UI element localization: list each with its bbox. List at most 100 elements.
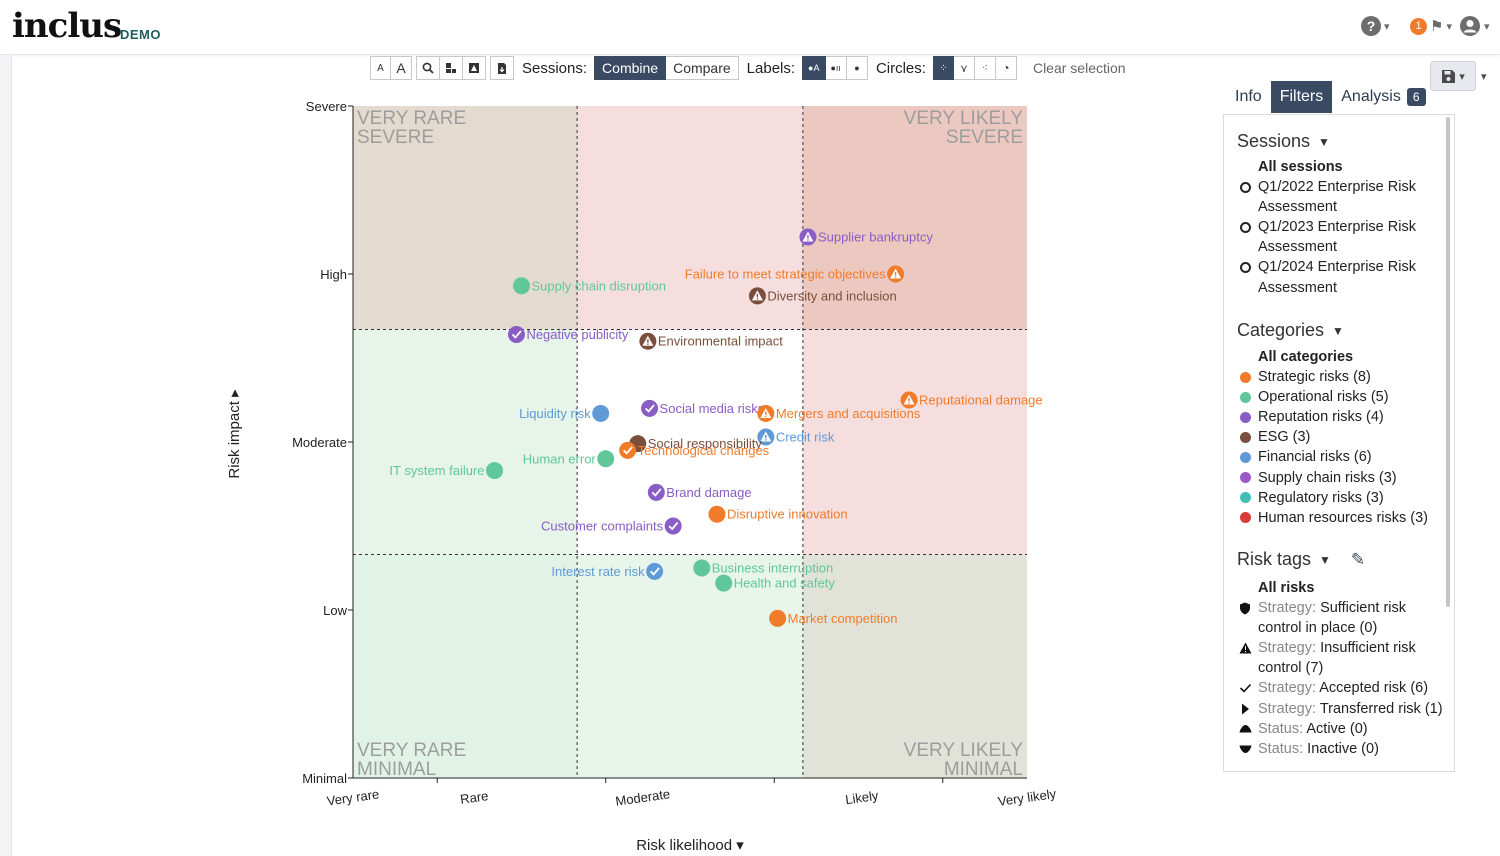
labels-none-button[interactable]: ● [846, 56, 868, 80]
risk-point-circle[interactable] [693, 559, 711, 577]
risk-tag-item[interactable]: All risks [1238, 578, 1448, 598]
category-item[interactable]: Strategic risks (8) [1238, 367, 1448, 387]
combine-sessions-button[interactable]: Combine [594, 56, 667, 80]
risk-point-label[interactable]: Environmental impact [658, 334, 783, 349]
category-item[interactable]: Supply chain risks (3) [1238, 468, 1448, 488]
risk-point[interactable]: Interest rate risk [551, 562, 664, 580]
risk-point[interactable]: Environmental impact [639, 332, 783, 350]
compare-sessions-button[interactable]: Compare [666, 56, 739, 80]
risk-point-label[interactable]: Liquidity risk [519, 406, 591, 421]
risk-point-circle[interactable] [664, 517, 682, 535]
risk-point[interactable]: Disruptive innovation [708, 505, 848, 523]
risk-tag-item[interactable]: Strategy: Insufficient risk control (7) [1238, 638, 1448, 678]
risk-point[interactable]: Diversity and inclusion [748, 287, 897, 305]
session-item-2024[interactable]: Q1/2024 Enterprise Risk Assessment [1238, 257, 1448, 297]
risk-point-label[interactable]: Social media risks [660, 401, 765, 416]
risk-point-circle[interactable] [592, 404, 610, 422]
risk-point-circle[interactable] [507, 325, 525, 343]
categories-section-header[interactable]: Categories ▼ [1237, 320, 1344, 341]
category-item[interactable]: ESG (3) [1238, 427, 1448, 447]
risk-point-label[interactable]: Reputational damage [919, 393, 1043, 408]
risk-point-label[interactable]: Customer complaints [541, 519, 664, 534]
labels-short-button[interactable]: ●ıı [825, 56, 847, 80]
category-item[interactable]: All categories [1238, 347, 1448, 367]
help-menu[interactable]: ? ▾ [1361, 14, 1390, 38]
category-item[interactable]: Reputation risks (4) [1238, 407, 1448, 427]
risk-tag-item[interactable]: Strategy: Transferred risk (1) [1238, 699, 1448, 719]
tab-filters[interactable]: Filters [1270, 81, 1333, 113]
panel-scrollbar[interactable] [1446, 117, 1450, 607]
risk-point-label[interactable]: Health and safety [734, 576, 836, 591]
risk-point-label[interactable]: Brand damage [666, 485, 751, 500]
risk-point[interactable]: Liquidity risk [519, 404, 610, 422]
risk-point-label[interactable]: Credit risk [776, 429, 835, 444]
risk-point[interactable]: Credit risk [757, 428, 835, 446]
more-options-button[interactable]: ▾ [1481, 70, 1487, 83]
tab-analysis[interactable]: Analysis 6 [1332, 81, 1434, 113]
risk-point-circle[interactable] [641, 399, 659, 417]
risk-tag-item[interactable]: Strategy: Sufficient risk control in pla… [1238, 598, 1448, 638]
risk-point-label[interactable]: Business interruption [712, 561, 833, 576]
risk-point-label[interactable]: Negative publicity [526, 327, 628, 342]
risk-point-circle[interactable] [708, 505, 726, 523]
labels-full-button[interactable]: ●A [802, 56, 826, 80]
category-item[interactable]: Operational risks (5) [1238, 387, 1448, 407]
risk-point[interactable]: Mergers and acquisitions [757, 404, 921, 422]
risk-point[interactable]: Health and safety [715, 574, 836, 592]
risk-point-circle[interactable] [647, 483, 665, 501]
zoom-button[interactable] [416, 56, 440, 80]
risk-point[interactable]: Market competition [769, 609, 898, 627]
risk-point[interactable]: Supplier bankruptcy [799, 228, 933, 246]
risk-point-circle[interactable] [715, 574, 733, 592]
risk-point[interactable]: Human error [523, 450, 615, 468]
circles-cluster-button[interactable]: ⁖ [974, 56, 996, 80]
x-axis-title[interactable]: Risk likelihood ▾ [636, 837, 744, 854]
risk-point-circle[interactable] [486, 462, 504, 480]
risk-point-label[interactable]: Social responsibility [648, 436, 763, 451]
risk-point-circle[interactable] [769, 609, 787, 627]
y-axis-title[interactable]: Risk impact ▸ [226, 389, 243, 479]
download-button[interactable] [490, 56, 514, 80]
image-export-button[interactable] [463, 56, 486, 80]
category-item[interactable]: Financial risks (6) [1238, 447, 1448, 467]
layout-button[interactable] [440, 56, 463, 80]
risk-point-label[interactable]: Supply chain disruption [532, 278, 666, 293]
user-menu[interactable]: ▾ [1459, 14, 1490, 38]
risk-tag-item[interactable]: Status: Active (0) [1238, 719, 1448, 739]
risk-point-label[interactable]: Failure to meet strategic objectives [685, 267, 886, 282]
risk-point[interactable]: Social media risks [641, 399, 765, 417]
risk-point[interactable]: IT system failure [389, 462, 504, 480]
tab-info[interactable]: Info [1235, 88, 1262, 105]
risk-point[interactable]: Reputational damage [900, 391, 1043, 409]
risk-point-label[interactable]: Interest rate risk [551, 564, 645, 579]
risk-point[interactable]: Technological changes [619, 441, 770, 459]
risk-point-label[interactable]: Technological changes [638, 443, 770, 458]
circles-scatter-button[interactable]: ⁘ [932, 56, 954, 80]
app-logo[interactable]: inclus [12, 6, 122, 46]
risk-point-label[interactable]: Mergers and acquisitions [776, 406, 921, 421]
edit-pencil-icon[interactable]: ✎ [1350, 549, 1366, 569]
risk-point-label[interactable]: IT system failure [389, 463, 484, 478]
risk-point-label[interactable]: Market competition [788, 611, 898, 626]
session-item-all[interactable]: All sessions [1238, 157, 1448, 177]
increase-font-button[interactable]: A [391, 56, 412, 80]
circles-pie-button[interactable]: ◔ [995, 56, 1017, 80]
risk-tag-item[interactable]: Strategy: Accepted risk (6) [1238, 678, 1448, 698]
risk-point[interactable]: Brand damage [647, 483, 752, 501]
category-item[interactable]: Human resources risks (3) [1238, 508, 1448, 528]
risk-point-circle[interactable] [646, 562, 664, 580]
risk-point[interactable]: Failure to meet strategic objectives [685, 265, 905, 283]
risk-point[interactable]: Negative publicity [507, 325, 629, 343]
notifications-menu[interactable]: 1 ⚑ ▾ [1410, 14, 1452, 38]
decrease-font-button[interactable]: A [370, 56, 391, 80]
risk-point-label[interactable]: Human error [523, 451, 597, 466]
risk-point-circle[interactable] [597, 450, 615, 468]
risk-point-label[interactable]: Supplier bankruptcy [818, 230, 933, 245]
risk-point-label[interactable]: Diversity and inclusion [767, 288, 896, 303]
save-menu-button[interactable]: ▾ [1430, 61, 1476, 91]
risk-point-circle[interactable] [513, 277, 530, 295]
risk-point-circle[interactable] [619, 441, 637, 459]
clear-selection-link[interactable]: Clear selection [1032, 60, 1126, 76]
risk-point[interactable]: Supply chain disruption [513, 277, 666, 295]
session-item-2023[interactable]: Q1/2023 Enterprise Risk Assessment [1238, 217, 1448, 257]
